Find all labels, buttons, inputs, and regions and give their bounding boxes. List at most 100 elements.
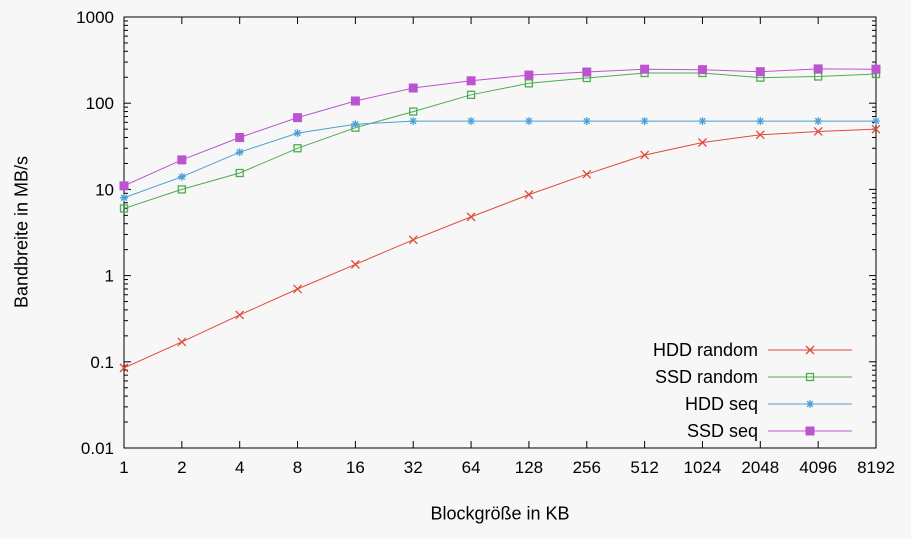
marker-square-open bbox=[119, 204, 129, 213]
x-axis-title: Blockgröße in KB bbox=[430, 503, 570, 524]
y-tick-label: 1 bbox=[105, 267, 114, 286]
marker-stroke bbox=[466, 212, 476, 222]
x-tick-label: 8192 bbox=[857, 458, 895, 477]
marker-square-open bbox=[409, 107, 418, 116]
marker-square bbox=[235, 168, 244, 178]
marker-stroke bbox=[408, 235, 418, 245]
x-tick-label: 256 bbox=[573, 458, 601, 477]
marker-square-filled bbox=[293, 113, 303, 123]
marker-stroke bbox=[293, 284, 302, 294]
marker-square-filled bbox=[466, 76, 476, 86]
x-tick-label: 64 bbox=[462, 458, 481, 477]
x-tick-label: 2 bbox=[177, 458, 186, 477]
marker-asterisk bbox=[120, 193, 128, 202]
marker-stroke bbox=[814, 117, 822, 125]
legend-label: SSD seq bbox=[687, 421, 758, 441]
x-tick-label: 128 bbox=[515, 458, 543, 477]
marker-square bbox=[119, 181, 129, 191]
marker-square bbox=[805, 426, 815, 436]
marker-square-open bbox=[235, 168, 244, 178]
marker-asterisk bbox=[235, 148, 244, 157]
legend-item-hdd-random: HDD random bbox=[653, 340, 852, 360]
marker-square bbox=[409, 107, 418, 116]
y-tick-label: 0.01 bbox=[81, 439, 114, 458]
marker-stroke bbox=[582, 169, 592, 179]
x-tick-label: 2048 bbox=[741, 458, 779, 477]
series-line bbox=[123, 72, 877, 209]
marker-square bbox=[697, 65, 707, 75]
marker-square-filled bbox=[805, 426, 815, 436]
marker-asterisk bbox=[814, 117, 823, 126]
marker-asterisk bbox=[351, 120, 360, 129]
marker-square-open bbox=[466, 90, 476, 99]
series-hdd-random bbox=[119, 124, 881, 373]
x-tick-label: 16 bbox=[346, 458, 365, 477]
marker-square bbox=[524, 79, 534, 88]
marker-square bbox=[524, 70, 534, 80]
marker-x bbox=[698, 138, 707, 147]
legend-label: HDD seq bbox=[685, 394, 758, 414]
series-ssd-random bbox=[119, 68, 881, 213]
marker-square bbox=[235, 133, 245, 143]
marker-x bbox=[755, 130, 765, 140]
marker-x bbox=[582, 169, 592, 179]
y-axis: 0.01 0.1 1 10 100 1000 bbox=[76, 8, 876, 458]
marker-square-open bbox=[805, 372, 815, 382]
marker-x bbox=[871, 124, 881, 134]
series-line bbox=[123, 68, 877, 187]
marker-x bbox=[524, 190, 534, 200]
x-tick-label: 1 bbox=[119, 458, 128, 477]
marker-stroke bbox=[178, 173, 186, 181]
marker-x bbox=[805, 345, 815, 355]
x-tick-label: 1024 bbox=[684, 458, 722, 477]
marker-stroke bbox=[352, 120, 359, 128]
marker-asterisk bbox=[756, 117, 765, 126]
marker-square-filled bbox=[813, 64, 823, 74]
legend-item-hdd-seq: HDD seq bbox=[685, 394, 852, 414]
marker-stroke bbox=[698, 138, 707, 147]
marker-x bbox=[640, 150, 650, 160]
marker-asterisk bbox=[640, 117, 649, 126]
marker-stroke bbox=[583, 117, 591, 125]
marker-square-filled bbox=[524, 70, 534, 80]
series-line bbox=[123, 120, 876, 199]
marker-stroke bbox=[524, 190, 534, 200]
x-tick-label: 512 bbox=[630, 458, 658, 477]
marker-stroke bbox=[756, 117, 764, 125]
marker-square bbox=[813, 64, 823, 74]
marker-square-filled bbox=[408, 83, 418, 93]
marker-square bbox=[408, 83, 418, 93]
marker-square bbox=[293, 113, 303, 123]
marker-square-filled bbox=[640, 64, 650, 74]
y-tick-label: 100 bbox=[86, 94, 114, 113]
marker-stroke bbox=[872, 117, 880, 125]
marker-stroke bbox=[699, 117, 706, 125]
marker-square bbox=[466, 90, 476, 99]
x-tick-label: 4096 bbox=[799, 458, 837, 477]
marker-x bbox=[177, 337, 187, 347]
plot-border bbox=[123, 16, 877, 449]
x-tick-label: 8 bbox=[293, 458, 302, 477]
marker-stroke bbox=[755, 130, 765, 140]
x-axis: 1 2 4 8 16 32 64 128 256 512 1024 2048 4096 8192 bbox=[119, 17, 895, 477]
marker-square bbox=[805, 372, 815, 382]
y-tick-label: 10 bbox=[95, 180, 114, 199]
legend-item-ssd-random: SSD random bbox=[655, 367, 852, 387]
marker-x bbox=[350, 259, 360, 269]
marker-asterisk bbox=[524, 117, 533, 126]
marker-square bbox=[177, 185, 186, 194]
marker-asterisk bbox=[698, 117, 707, 126]
x-tick-label: 32 bbox=[404, 458, 423, 477]
marker-square-open bbox=[177, 185, 186, 194]
marker-stroke bbox=[641, 117, 648, 125]
marker-square-filled bbox=[755, 67, 765, 77]
marker-square-filled bbox=[235, 133, 245, 143]
series-hdd-seq bbox=[120, 117, 880, 202]
marker-square bbox=[640, 64, 650, 74]
marker-asterisk bbox=[177, 172, 186, 181]
marker-square bbox=[466, 76, 476, 86]
marker-x bbox=[119, 363, 129, 373]
marker-square bbox=[755, 67, 765, 77]
marker-square bbox=[293, 144, 302, 153]
